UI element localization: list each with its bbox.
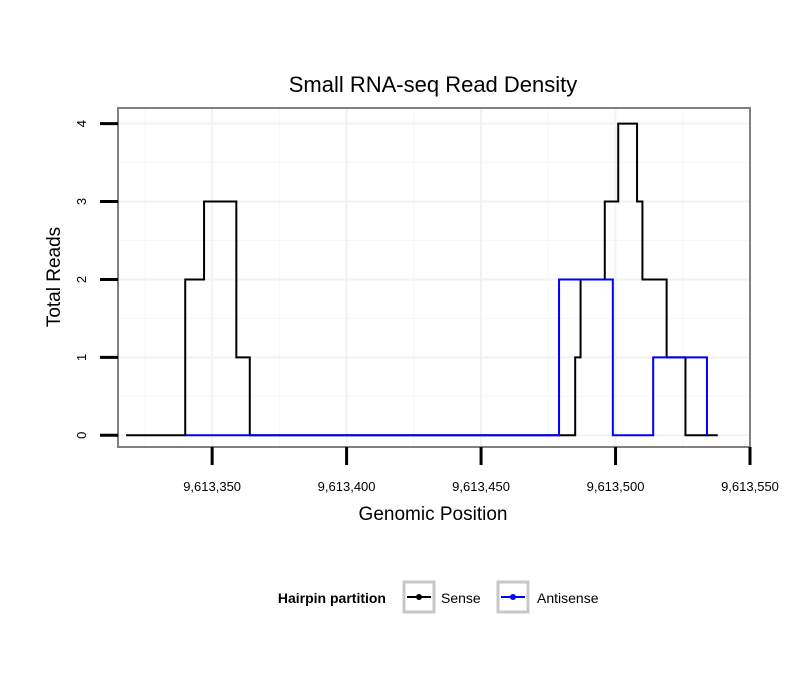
y-tick-label: 4	[74, 120, 89, 127]
series-line-antisense	[185, 278, 708, 437]
x-tick-label: 9,613,400	[318, 479, 376, 494]
legend-item-antisense: Antisense	[496, 580, 599, 614]
legend-item-sense: Sense	[402, 580, 481, 614]
y-tick-label: 0	[74, 432, 89, 439]
legend-key-antisense-dot	[510, 594, 516, 600]
x-axis-label: Genomic Position	[359, 504, 508, 525]
plot-panel-border	[117, 107, 751, 448]
legend-title: Hairpin partition	[278, 590, 386, 606]
axes: 9,613,350 9,613,400 9,613,450 9,613,500 9,61…	[74, 120, 779, 494]
legend-label-sense: Sense	[441, 590, 481, 606]
y-tick-label: 1	[74, 354, 89, 361]
y-tick-label: 2	[74, 276, 89, 283]
x-tick-label: 9,613,450	[452, 479, 510, 494]
x-tick-label: 9,613,550	[721, 479, 779, 494]
series-lines	[126, 122, 718, 437]
chart-title: Small RNA-seq Read Density	[289, 72, 578, 97]
y-axis-label: Total Reads	[44, 227, 65, 327]
legend: Hairpin partition Sense Antisense	[278, 580, 599, 614]
x-tick-label: 9,613,500	[587, 479, 645, 494]
legend-label-antisense: Antisense	[537, 590, 599, 606]
legend-key-sense-dot	[416, 594, 422, 600]
x-tick-label: 9,613,350	[183, 479, 241, 494]
y-tick-label: 3	[74, 198, 89, 205]
